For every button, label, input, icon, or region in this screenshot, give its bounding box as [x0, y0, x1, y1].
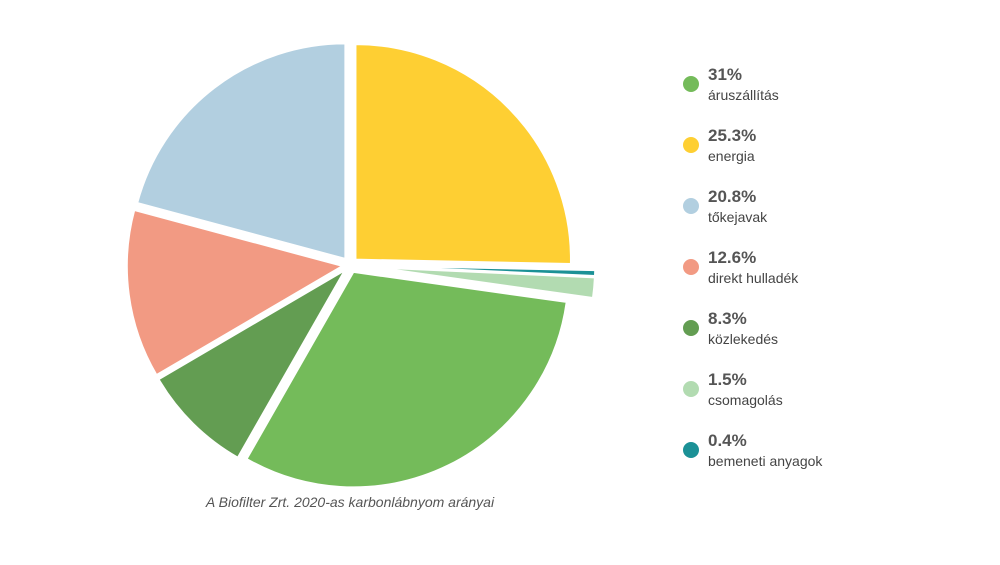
legend-label: közlekedés: [708, 331, 779, 347]
legend-swatch-icon: [683, 381, 699, 397]
pie-slice-direkt-hulladek: [126, 209, 343, 376]
legend-swatch-icon: [683, 259, 699, 275]
legend-value: 31%: [708, 65, 743, 84]
legend-swatch-icon: [683, 137, 699, 153]
legend-swatch-icon: [683, 198, 699, 214]
pie-slice-csomagolas: [379, 267, 596, 299]
legend-swatch-icon: [683, 320, 699, 336]
pie-slice-aruszallitas: [246, 271, 568, 488]
legend-label: áruszállítás: [708, 87, 779, 103]
legend-value: 0.4%: [708, 431, 747, 450]
legend-value: 12.6%: [708, 248, 757, 267]
legend-label: csomagolás: [708, 392, 783, 408]
legend-label: energia: [708, 148, 755, 164]
legend-value: 8.3%: [708, 309, 747, 328]
pie-slice-energia: [354, 43, 572, 265]
legend-label: direkt hulladék: [708, 270, 799, 286]
legend-label: tőkejavak: [708, 209, 768, 225]
legend-value: 25.3%: [708, 126, 757, 145]
legend-swatch-icon: [683, 76, 699, 92]
legend-label: bemeneti anyagok: [708, 453, 823, 469]
pie-chart: [126, 42, 596, 488]
legend-swatch-icon: [683, 442, 699, 458]
pie-slice-kozlekedes: [158, 269, 346, 459]
legend-value: 1.5%: [708, 370, 747, 389]
pie-slice-tokejavak: [136, 42, 346, 260]
legend-value: 20.8%: [708, 187, 757, 206]
pie-slice-bemeneti-anyagok: [379, 265, 596, 277]
chart-title: A Biofilter Zrt. 2020-as karbonlábnyom a…: [205, 494, 495, 510]
